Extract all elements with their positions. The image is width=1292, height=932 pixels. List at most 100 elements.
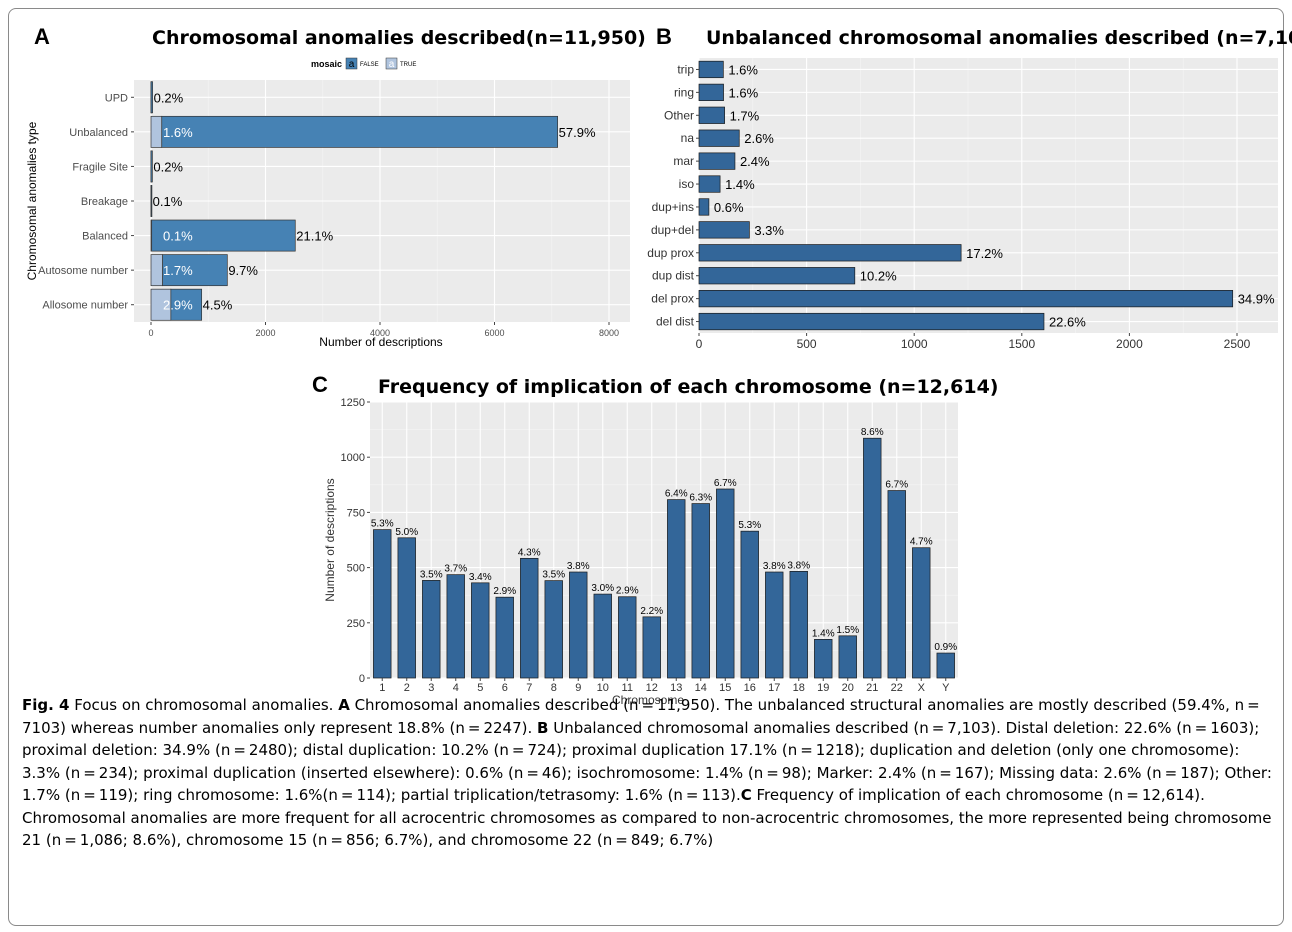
chart-c-x-tick-label: 13 (670, 682, 682, 694)
chart-c-x-tick-label: 19 (817, 682, 829, 694)
chart-c-data-label: 2.2% (640, 606, 663, 617)
chart-a-data-label-true: 2.9% (163, 298, 193, 313)
chart-c-bar (765, 571, 784, 679)
chart-a-y-tick-label: Autosome number (38, 265, 128, 277)
chart-b-x-tick-label: 2500 (1224, 337, 1251, 351)
chart-a-data-label-total: 9.7% (228, 263, 258, 278)
chart-c-y-tick-label: 750 (347, 507, 365, 519)
chart-b-data-label: 2.4% (740, 154, 770, 169)
chart-c-x-tick-label: 22 (891, 682, 903, 694)
chart-c-bar (520, 557, 539, 679)
chart-c-data-label: 3.8% (567, 561, 590, 572)
chart-c-bar (789, 571, 808, 679)
chart-c-x-tick-label: 12 (646, 682, 658, 694)
chart-b-data-label: 17.2% (966, 246, 1003, 261)
chart-a-y-tick-label: Unbalanced (69, 127, 128, 139)
chart-c-data-label: 3.8% (787, 560, 810, 571)
chart-a-data-label-total: 57.9% (559, 125, 596, 140)
chart-b-x-tick-label: 0 (696, 337, 703, 351)
panel-a-title: Chromosomal anomalies described(n=11,950… (152, 27, 646, 49)
chart-c-bar (912, 547, 931, 679)
chart-a-legend-key-true (385, 57, 398, 70)
chart-c: 5.3% 1 5.0% 2 3.5% 3 3.7% 4 3.4% 5 2.9% 6 4.3% 7 3.5% 8… (323, 397, 958, 707)
chart-b-y-tick-label: ring (674, 85, 694, 99)
chart-c-x-tick-label: 10 (597, 682, 609, 694)
chart-a-x-tick-label: 6000 (484, 328, 504, 338)
panel-b-title: Unbalanced chromosomal anomalies describ… (706, 27, 1292, 49)
chart-c-bar (642, 616, 661, 679)
chart-b-x-tick-label: 2000 (1116, 337, 1143, 351)
chart-c-x-tick-label: 4 (453, 682, 459, 694)
chart-a-bar-false (161, 115, 558, 148)
chart-c-x-tick-label: 15 (719, 682, 731, 694)
chart-c-x-tick-label: 7 (526, 682, 532, 694)
chart-c-data-label: 6.4% (665, 489, 688, 500)
chart-c-x-axis-title: Chromosome (612, 693, 684, 707)
caption-part-1: Focus on chromosomal anomalies. (69, 696, 339, 714)
chart-c-data-label: 3.4% (469, 572, 492, 583)
chart-a-data-label-total: 0.1% (153, 194, 183, 209)
figure-caption: Fig. 4 Focus on chromosomal anomalies. A… (22, 694, 1272, 852)
chart-b-y-tick-label: Other (664, 108, 694, 122)
chart-c-x-tick-label: X (918, 682, 926, 694)
chart-c-bar (740, 530, 759, 679)
chart-c-bar (691, 503, 710, 679)
chart-c-x-tick-label: 14 (695, 682, 707, 694)
chart-c-bar (618, 596, 637, 679)
chart-b-data-label: 1.6% (729, 85, 759, 100)
chart-b-data-label: 1.6% (728, 62, 758, 77)
chart-c-bar (422, 580, 441, 679)
chart-a-data-label-total: 4.5% (203, 298, 233, 313)
chart-c-x-tick-label: 11 (622, 682, 633, 694)
chart-b-data-label: 10.2% (860, 269, 897, 284)
chart-a-data-label-true: 1.7% (163, 263, 193, 278)
caption-fig-label: Fig. 4 (22, 696, 70, 714)
chart-c-x-tick-label: 3 (428, 682, 434, 694)
caption-c-letter: C (740, 786, 752, 804)
panel-a-letter: A (34, 24, 50, 49)
chart-c-data-label: 3.8% (763, 561, 786, 572)
chart-c-bar (569, 571, 588, 679)
chart-c-data-label: 5.3% (738, 520, 761, 531)
chart-a-x-tick-label: 0 (148, 328, 153, 338)
chart-c-data-label: 6.3% (689, 493, 712, 504)
chart-a-bar-false (162, 254, 228, 287)
chart-a-legend-key-glyph: a (349, 59, 355, 70)
chart-b-data-label: 34.9% (1238, 292, 1275, 307)
chart-b-y-tick-label: del dist (656, 315, 695, 329)
chart-c-bar (716, 488, 735, 679)
chart-c-data-label: 3.0% (591, 583, 614, 594)
chart-c-data-label: 0.9% (934, 642, 957, 653)
chart-c-x-tick-label: 2 (404, 682, 410, 694)
panel-c-letter: C (312, 372, 328, 397)
chart-a-legend-key-false (345, 57, 358, 70)
chart-b-y-tick-label: na (681, 131, 695, 145)
chart-a-bar-false (150, 150, 153, 183)
chart-c-data-label: 3.5% (542, 570, 565, 581)
chart-c-bar (397, 537, 416, 679)
chart-a-legend-label-false: FALSE (360, 62, 379, 68)
chart-c-data-label: 6.7% (885, 480, 908, 491)
chart-a-bar-false (170, 288, 203, 321)
chart-a-y-tick-label: Breakage (81, 196, 128, 208)
chart-c-bar (446, 574, 465, 679)
chart-a-bar-false (150, 185, 153, 217)
chart-c-data-label: 2.9% (616, 586, 639, 597)
chart-a-y-axis-title: Chromosomal anomalies type (25, 121, 39, 280)
panel-c-title: Frequency of implication of each chromos… (378, 376, 999, 398)
chart-b-y-tick-label: dup+ins (652, 200, 694, 214)
chart-a-y-tick-label: Balanced (82, 231, 128, 243)
chart-a: 0.2% UPD 1.6% 57.9% Unbalanced 0.2% Fragile Si… (25, 57, 630, 349)
chart-c-bar (373, 529, 392, 679)
chart-c-y-tick-label: 500 (347, 563, 365, 575)
chart-a-legend-key-glyph: a (389, 59, 395, 70)
chart-c-data-label: 2.9% (493, 586, 516, 597)
chart-b-x-tick-label: 1500 (1008, 337, 1035, 351)
caption-b-letter: B (537, 718, 549, 737)
chart-c-x-tick-label: Y (942, 682, 950, 694)
chart-c-x-tick-label: 16 (744, 682, 756, 694)
chart-c-x-tick-label: 5 (477, 682, 483, 694)
chart-b-data-label: 1.7% (730, 108, 760, 123)
chart-c-bar (838, 635, 857, 679)
chart-c-bar (936, 652, 955, 679)
